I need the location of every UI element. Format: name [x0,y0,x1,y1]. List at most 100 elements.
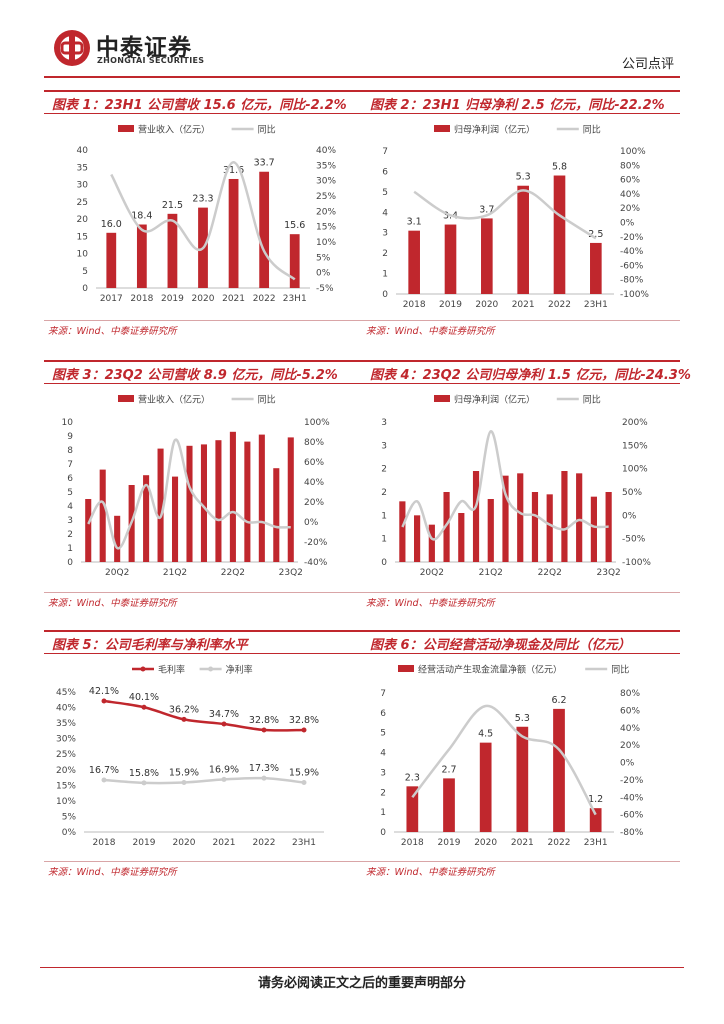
source-text: 来源：Wind、中泰证券研究所 [48,326,177,337]
panel-title: 图表 4：23Q2 公司归母净利 1.5 亿元，同比-24.3% [362,360,691,384]
y2-tick-label: 20% [316,207,336,217]
y2-tick-label: -20% [620,776,644,786]
source-divider [44,320,362,321]
chart-net-profit-annual: 归母净利润（亿元） 同比 0 1 2 3 4 5 6 7 -100% -80% -60% -40% -20%… [382,124,649,311]
x-tick-label: 2022 [253,838,276,848]
source-divider [44,592,362,593]
x-tick-label: 21Q2 [163,568,187,578]
x-tick-label: 2022 [548,300,571,310]
legend-label: 营业收入（亿元） [138,394,210,406]
x-tick-label: 23H1 [584,300,608,310]
bar [590,242,602,294]
y-tick-label: 20% [56,766,76,776]
data-label: 32.8% [289,715,319,726]
page-header: 中泰证券 ZHONGTAI SECURITIES 公司点评 [0,0,724,80]
logo-cn-text: 中泰证券 [96,35,192,61]
y2-tick-label: -80% [620,828,644,838]
data-point [101,698,107,704]
legend-swatch-bar [118,125,134,132]
bar [406,786,419,832]
bar [589,808,602,832]
y2-tick-label: 20% [620,204,640,214]
source-text: 来源：Wind、中泰证券研究所 [366,326,495,337]
bar [479,742,492,832]
bar [546,494,553,562]
chart-revenue-quarterly: 营业收入（亿元） 同比 0 1 2 3 4 5 6 7 8 9 10 -40% -20% 0% 20% 40% 60… [62,394,331,579]
bar [143,475,150,562]
bar [517,473,524,562]
y-tick-label: 15 [77,232,88,242]
y-tick-label: 40 [77,146,89,156]
panel-5: 图表 5：公司毛利率与净利率水平 毛利率 净利率 0% 5% 10% 15% 20% 25% 3… [44,630,362,880]
y-tick-label: 0 [380,828,386,838]
bar [259,171,270,288]
y-tick-label: 45% [56,688,76,698]
y2-tick-label: 10% [316,238,336,248]
bar [443,492,450,562]
y2-tick-label: 100% [304,418,330,428]
y-tick-label: 6 [380,709,386,719]
y2-tick-label: 60% [620,706,640,716]
y-tick-label: 5% [62,812,77,822]
data-label: 2.7 [441,764,456,775]
y2-tick-label: -60% [620,811,644,821]
legend-label: 同比 [583,394,601,406]
panel-6: 图表 6：公司经营活动净现金及同比（亿元） 经营活动产生现金流量净额（亿元） 同比… [362,630,680,880]
data-label: 6.2 [551,695,566,706]
bar [605,492,612,562]
y-tick-label: 10 [77,250,89,260]
x-tick-label: 23H1 [283,294,307,304]
data-point [181,780,187,786]
series-line-yoy [401,430,609,541]
bar [516,726,529,832]
bar [408,230,420,294]
y2-tick-label: 30% [316,177,336,187]
x-tick-label: 2019 [133,838,156,848]
bar [458,513,465,562]
bar [289,234,300,288]
bar [258,434,265,562]
y-tick-label: 4 [382,208,388,218]
panel-title: 图表 3：23Q2 公司营收 8.9 亿元，同比-5.2% [44,360,362,384]
panel-title: 图表 5：公司毛利率与净利率水平 [44,630,362,654]
data-label: 16.9% [209,764,239,775]
source-text: 来源：Wind、中泰证券研究所 [366,598,495,609]
data-label: 2.3 [405,772,420,783]
legend-label: 经营活动产生现金流量净额（亿元） [418,664,562,676]
y-tick-label: 5 [382,188,388,198]
y-tick-label: 7 [382,147,388,157]
panel-3: 图表 3：23Q2 公司营收 8.9 亿元，同比-5.2% 营业收入（亿元） 同比… [44,360,362,610]
y-tick-label: 4 [380,749,386,759]
x-tick-label: 2018 [130,294,153,304]
legend-label: 归母净利润（亿元） [454,124,535,136]
legend-label: 同比 [258,394,276,406]
y-tick-label: 3 [382,229,388,239]
data-point [301,780,307,786]
y-tick-label: 2 [382,249,388,259]
panel-1: 图表 1：23H1 公司营收 15.6 亿元，同比-2.2% 营业收入（亿元） 同… [44,90,362,340]
x-tick-label: 20Q2 [420,568,444,578]
legend-label: 同比 [583,124,601,136]
x-tick-label: 2018 [401,838,424,848]
x-tick-label: 2019 [438,838,461,848]
data-label: 16.0 [101,219,122,230]
y2-tick-label: -100% [622,558,651,568]
document-type: 公司点评 [621,57,674,72]
bar [200,444,208,562]
panel-title-text: 图表 5：公司毛利率与净利率水平 [52,638,248,653]
data-label: 31.6 [223,165,244,176]
legend-marker [140,666,146,672]
x-tick-label: 23Q2 [597,568,621,578]
x-tick-label: 2022 [548,838,571,848]
bar [228,178,239,288]
x-tick-label: 2019 [439,300,462,310]
data-label: 34.7% [209,709,239,720]
y-tick-label: 0% [62,828,77,838]
y-tick-label: 0 [67,558,73,568]
y2-tick-label: 0% [620,219,635,229]
series-line-yoy [110,161,296,281]
y-tick-label: 2 [381,465,387,475]
y-tick-label: 1 [381,511,387,521]
source-divider [362,861,680,862]
x-tick-label: 22Q2 [221,568,245,578]
